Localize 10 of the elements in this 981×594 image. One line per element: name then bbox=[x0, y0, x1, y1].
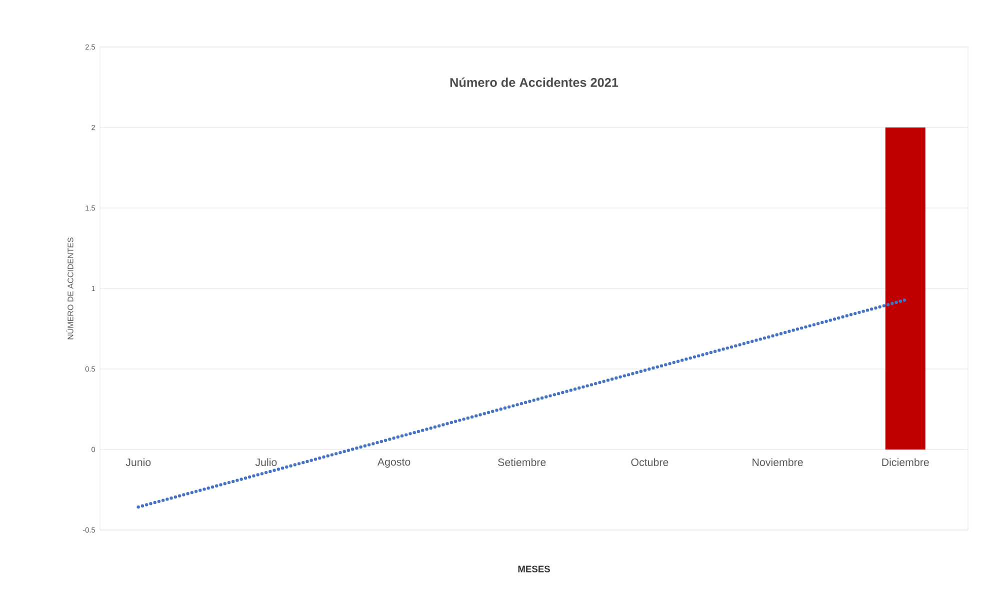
x-tick-label: Noviembre bbox=[752, 458, 803, 466]
y-axis-title: NÚMERO DE ACCIDENTES bbox=[66, 238, 74, 340]
x-tick-label: Junio bbox=[126, 458, 151, 466]
x-axis-title: MESES bbox=[518, 566, 550, 572]
x-tick-label: Julio bbox=[255, 458, 277, 466]
x-tick-label: Setiembre bbox=[498, 458, 546, 466]
text: Número de Accidentes 2021 bbox=[450, 78, 618, 87]
x-tick-label: Diciembre bbox=[882, 458, 929, 466]
x-tick-label: Octubre bbox=[631, 458, 668, 466]
x-tick-label: Agosto bbox=[377, 458, 410, 468]
